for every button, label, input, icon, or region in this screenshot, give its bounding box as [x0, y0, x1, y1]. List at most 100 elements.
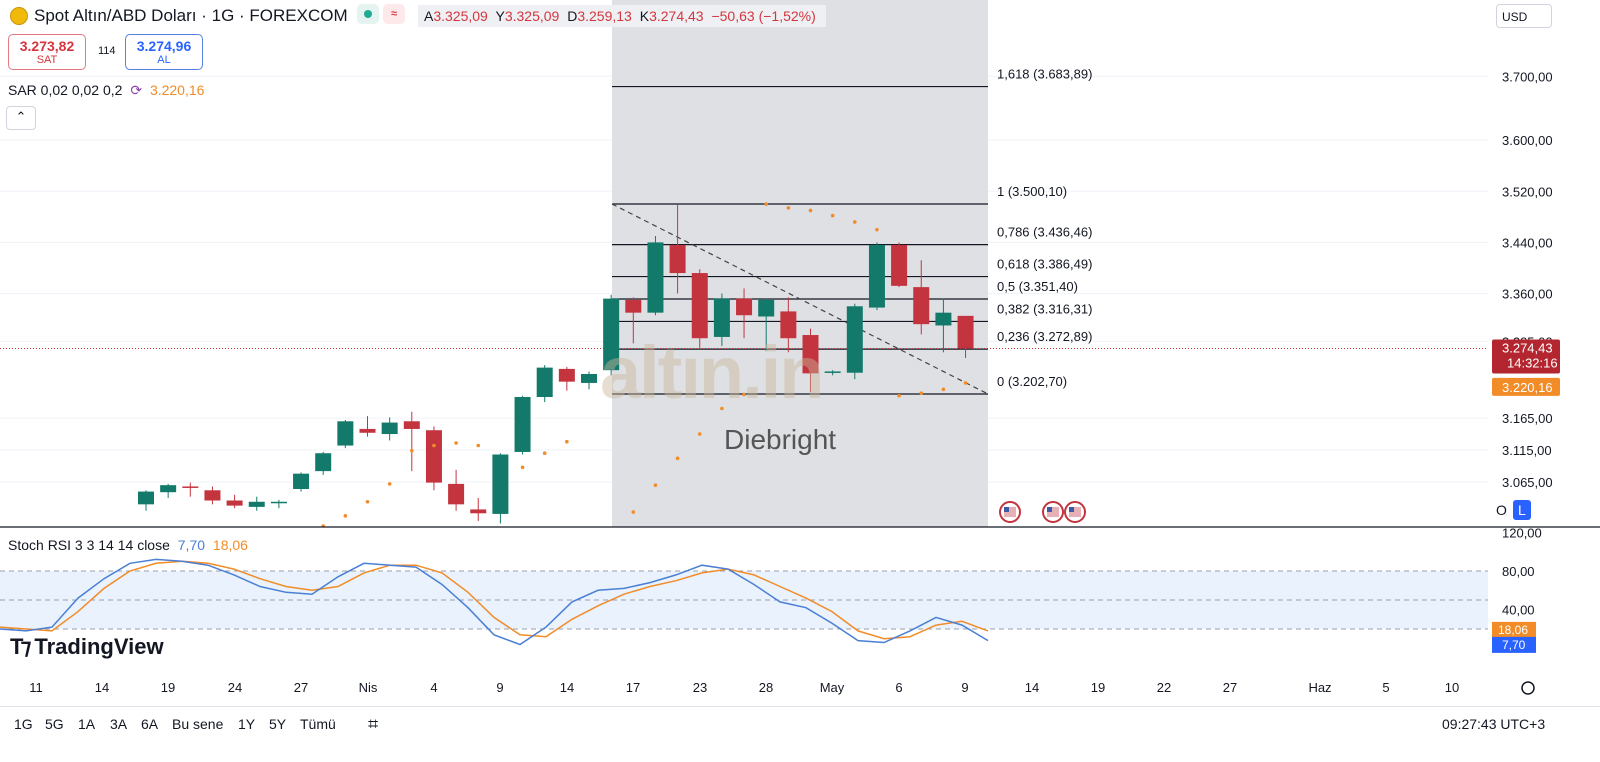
buy-price: 3.274,96 — [136, 38, 192, 54]
stoch-k-value: 7,70 — [177, 537, 206, 553]
timeframe-3a[interactable]: 3A — [110, 716, 128, 732]
x-axis-label-13: 6 — [895, 680, 902, 695]
candle-body-37 — [957, 315, 974, 349]
trend-line — [611, 203, 989, 395]
scale-l-button[interactable]: L — [1512, 500, 1531, 520]
price-axis-label-6: 3.165,00 — [1502, 411, 1553, 426]
timeframe-1a[interactable]: 1A — [78, 716, 96, 732]
candle-body-10 — [359, 428, 376, 433]
stoch-d-value: 18,06 — [212, 537, 248, 553]
timeframe-all[interactable]: Tümü — [300, 716, 336, 732]
sar-dot-8 — [520, 465, 525, 470]
timeframe-1y[interactable]: 1Y — [238, 716, 256, 732]
candle-body-7 — [293, 473, 310, 489]
watermark-brand: altın.in — [600, 330, 824, 415]
currency-select[interactable]: USD — [1496, 4, 1552, 28]
candle-body-6 — [270, 501, 287, 504]
sar-dot-4 — [410, 448, 414, 453]
sar-indicator-legend[interactable]: SAR 0,02 0,02 0,2 ⟳ 3.220,16 — [8, 82, 204, 99]
candle-body-12 — [403, 421, 420, 429]
buy-button[interactable]: 3.274,96 AL — [125, 34, 203, 70]
candle-body-25 — [691, 273, 708, 339]
sar-dot-7 — [476, 443, 481, 448]
candle-body-33 — [868, 244, 885, 308]
wave-icon[interactable]: ≈ — [383, 4, 405, 24]
sell-label: SAT — [36, 54, 58, 66]
x-axis-label-18: 27 — [1223, 680, 1237, 695]
clock-time[interactable]: 09:27:43 UTC+3 — [1442, 716, 1546, 732]
tradingview-logo-text: TradingView — [34, 634, 164, 659]
x-axis-label-10: 23 — [693, 680, 707, 695]
stoch-rsi-legend[interactable]: Stoch RSI 3 3 14 14 close 7,70 18,06 — [8, 537, 248, 553]
timeframe-1g[interactable]: 1G — [14, 716, 33, 732]
candle-body-13 — [425, 430, 442, 483]
fib-label-3: 0,618 (3.386,49) — [997, 257, 1092, 272]
ohlc-low-label: D — [567, 8, 578, 24]
sar-dot-20 — [808, 208, 813, 213]
us-flag-stripes-2 — [1069, 507, 1081, 517]
ohlc-change: −50,63 (−1,52%) — [711, 8, 816, 24]
symbol-title[interactable]: Spot Altın/ABD Doları · 1G · FOREXCOM — [10, 6, 348, 26]
candle-body-17 — [514, 397, 531, 452]
stoch-k-tag-bg — [1492, 636, 1536, 653]
candle-body-19 — [558, 368, 575, 382]
tradingview-logo[interactable]: T⁊ TradingView — [10, 634, 164, 660]
candle-body-32 — [846, 306, 863, 373]
watermark-brand-text: altın.in — [600, 331, 824, 414]
x-axis-label-19: Haz — [1308, 680, 1331, 695]
sar-dot-23 — [875, 227, 879, 232]
sar-dot-19 — [786, 206, 791, 210]
ohlc-open-value: 3.325,09 — [433, 8, 488, 24]
timeframe-5y[interactable]: 5Y — [269, 716, 287, 732]
sar-value: 3.220,16 — [149, 82, 205, 98]
x-axis-label-7: 9 — [496, 680, 503, 695]
x-axis-label-3: 24 — [228, 680, 242, 695]
tradingview-mark-icon: T⁊ — [10, 634, 31, 659]
fib-label-0: 1,618 (3.683,89) — [997, 67, 1092, 82]
ohlc-open-label: A — [424, 8, 434, 24]
sell-button[interactable]: 3.273,82 SAT — [8, 34, 86, 70]
x-axis-label-9: 17 — [626, 680, 640, 695]
price-axis-label-2: 3.520,00 — [1502, 184, 1553, 199]
collapse-legend-button[interactable]: ⌃ — [6, 106, 36, 130]
candle-body-11 — [381, 422, 398, 435]
timeframe-5g[interactable]: 5G — [45, 716, 64, 732]
candle-body-34 — [891, 244, 908, 286]
candle-body-0 — [138, 491, 154, 505]
refresh-icon[interactable]: ⟳ — [130, 82, 143, 98]
stoch-d-line — [0, 560, 989, 640]
candle-body-4 — [226, 500, 243, 506]
sar-dot-0 — [321, 524, 325, 527]
fib-label-7: 0 (3.202,70) — [997, 374, 1067, 389]
sar-dot-3 — [387, 482, 392, 486]
market-open-icon[interactable] — [357, 4, 379, 24]
x-axis-label-4: 27 — [294, 680, 308, 695]
sar-dot-17 — [742, 392, 746, 397]
scale-o-button[interactable]: O — [1496, 502, 1507, 518]
sar-dot-16 — [720, 406, 724, 411]
sar-dot-14 — [675, 456, 680, 461]
candle-body-35 — [913, 287, 930, 325]
candle-body-14 — [448, 483, 465, 505]
candles-group — [138, 202, 974, 527]
ohlc-readout: A3.325,09 Y3.325,09 D3.259,13 K3.274,43 … — [418, 5, 826, 27]
stoch-d-tag-bg — [1492, 621, 1536, 638]
candle-body-1 — [160, 485, 177, 493]
buy-label: AL — [157, 54, 171, 66]
candle-body-2 — [182, 486, 199, 488]
candle-body-31 — [824, 371, 841, 373]
timeframe-6a[interactable]: 6A — [141, 716, 159, 732]
candle-body-15 — [470, 509, 487, 514]
fib-label-2: 0,786 (3.436,46) — [997, 225, 1092, 240]
stoch-k-line — [0, 558, 989, 646]
timeframe-ytd[interactable]: Bu sene — [172, 716, 224, 732]
sar-dot-9 — [542, 451, 547, 456]
date-range-icon[interactable]: ⌗ — [368, 714, 379, 734]
ohlc-low-value: 3.259,13 — [577, 8, 632, 24]
sar-tag-bg — [1492, 377, 1560, 396]
x-axis-label-1: 14 — [95, 680, 109, 695]
candle-body-24 — [669, 244, 686, 274]
sar-dot-15 — [697, 432, 702, 436]
